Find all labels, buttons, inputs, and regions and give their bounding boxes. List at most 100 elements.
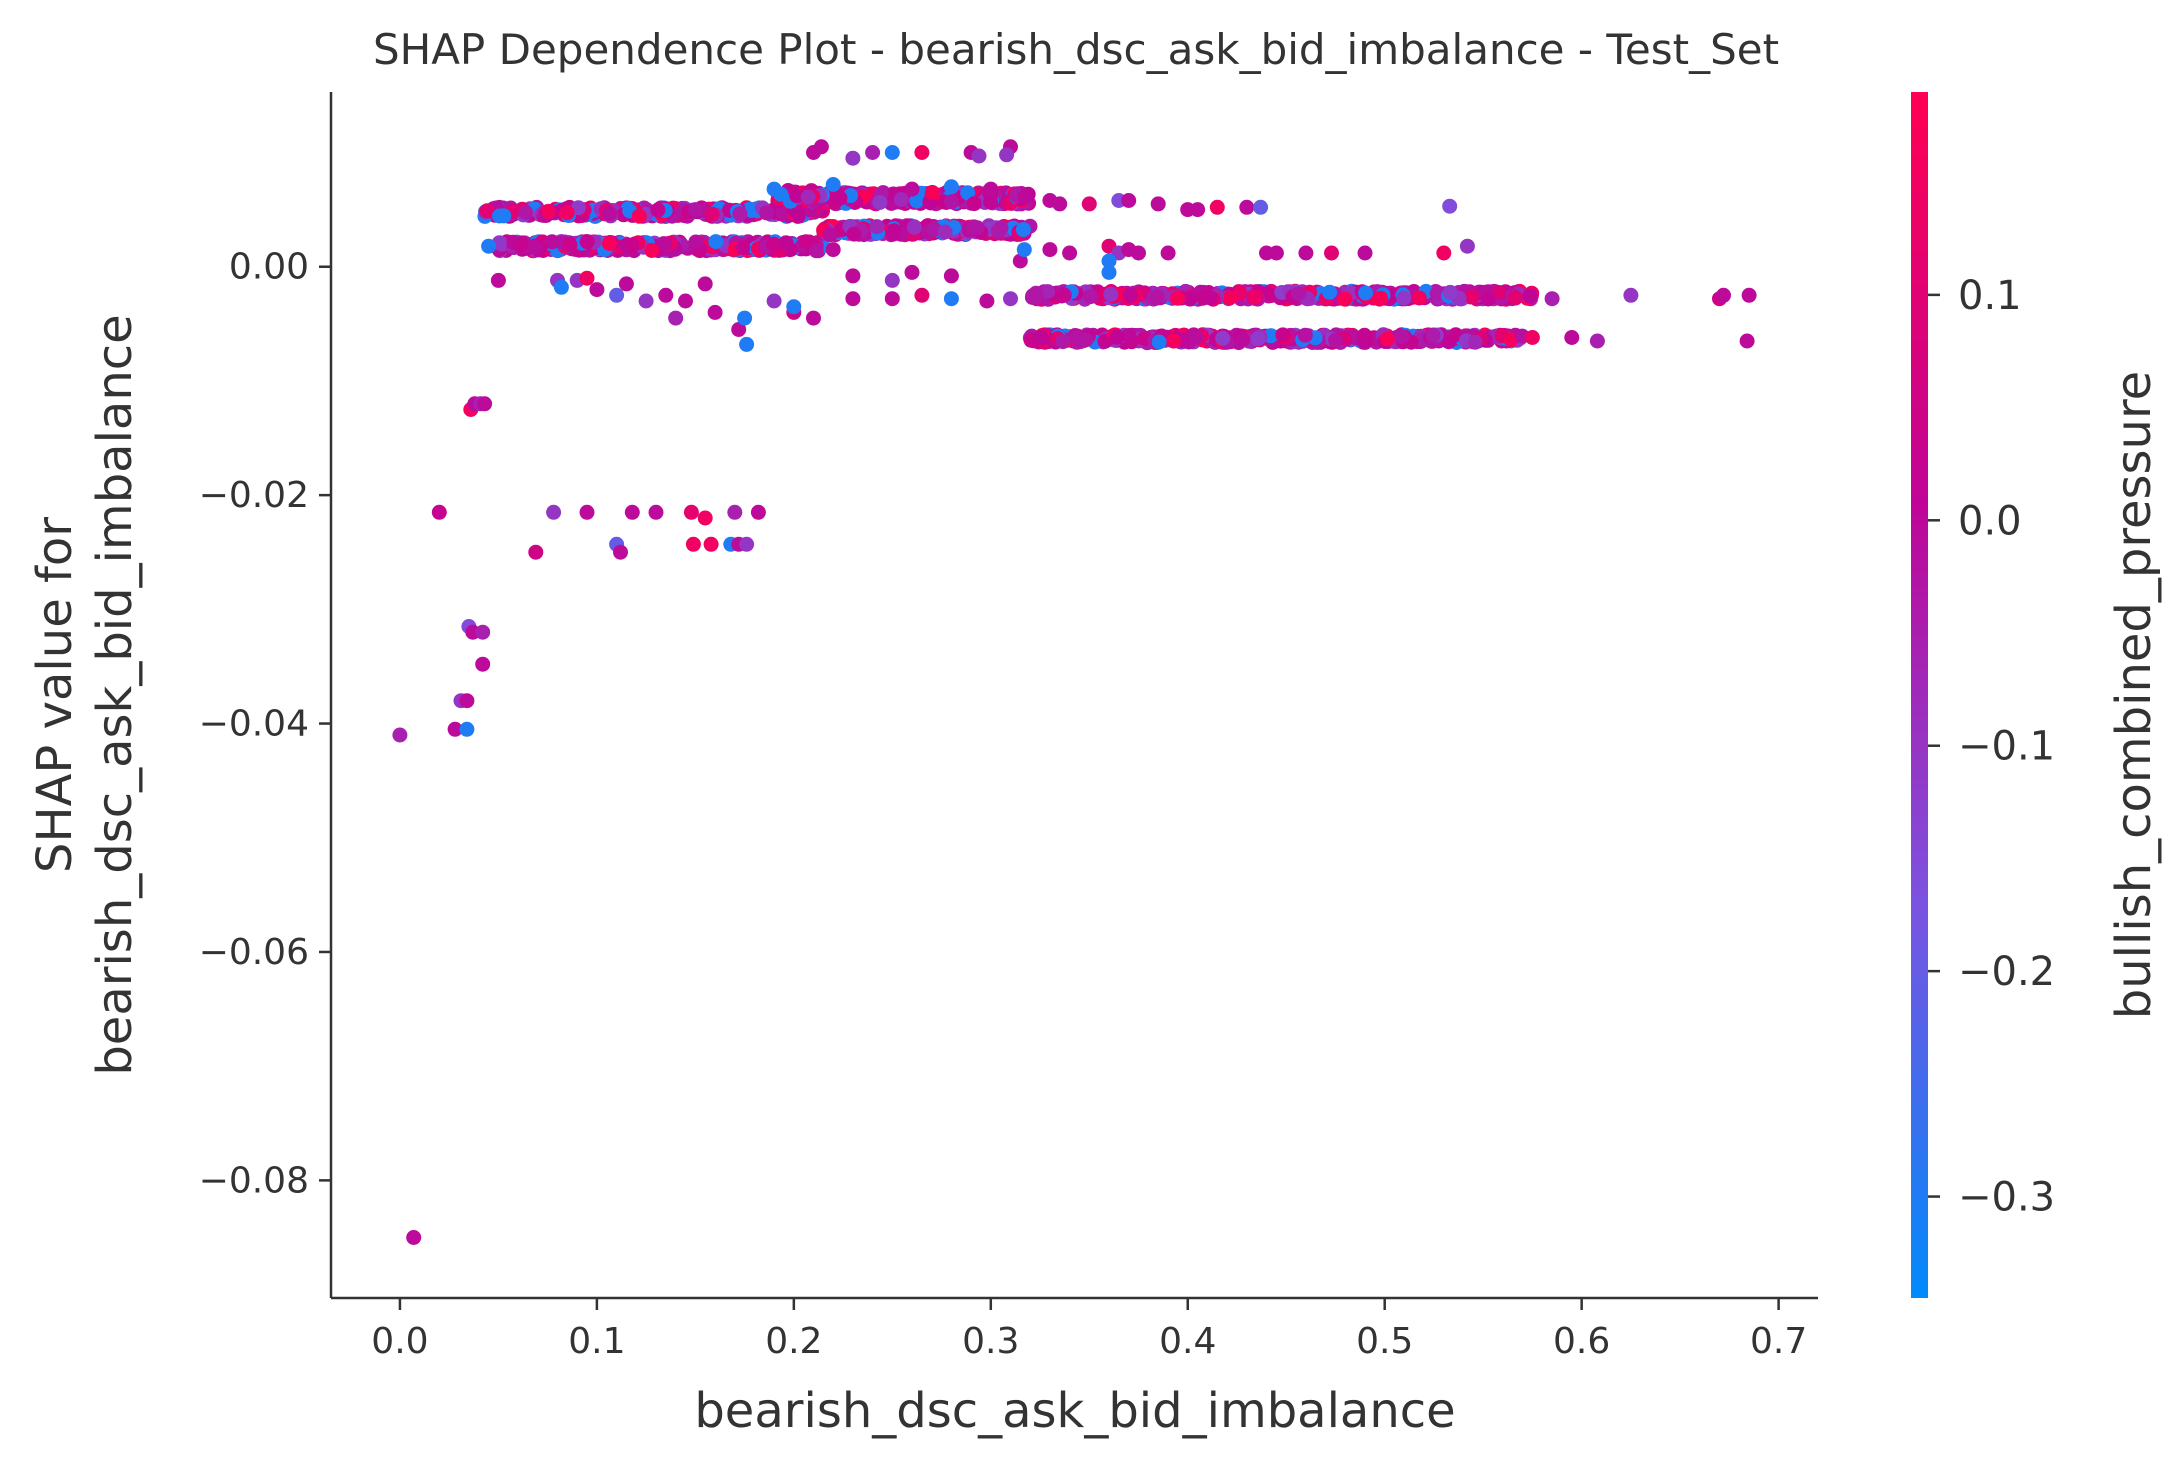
scatter-point bbox=[1170, 290, 1186, 306]
scatter-point bbox=[624, 504, 640, 520]
scatter-point bbox=[1160, 245, 1176, 261]
scatter-point bbox=[1429, 286, 1445, 301]
scatter-point bbox=[527, 239, 543, 255]
x-tick-label: 0.5 bbox=[1356, 1321, 1413, 1362]
scatter-point bbox=[1078, 332, 1094, 348]
scatter-point bbox=[739, 536, 755, 552]
scatter-point bbox=[1337, 291, 1353, 307]
scatter-point bbox=[727, 504, 743, 520]
scatter-point bbox=[688, 234, 704, 250]
scatter-point bbox=[559, 205, 575, 221]
scatter-point bbox=[1003, 291, 1018, 307]
scatter-point bbox=[924, 185, 940, 200]
scatter-point bbox=[1149, 289, 1165, 304]
scatter-point bbox=[1101, 253, 1117, 269]
scatter-point bbox=[943, 194, 959, 210]
scatter-point bbox=[579, 504, 595, 520]
scatter-point bbox=[1054, 288, 1070, 304]
scatter-point bbox=[914, 145, 930, 160]
scatter-point bbox=[1121, 328, 1137, 343]
scatter-point bbox=[459, 721, 475, 737]
scatter-point bbox=[459, 693, 475, 709]
scatter-point bbox=[731, 322, 747, 337]
scatter-point bbox=[845, 268, 861, 284]
scatter-point bbox=[971, 148, 987, 164]
scatter-point bbox=[766, 293, 782, 309]
scatter-point bbox=[1396, 290, 1412, 306]
scatter-point bbox=[490, 272, 506, 288]
scatter-point bbox=[732, 206, 748, 222]
scatter-point bbox=[786, 299, 802, 315]
scatter-point bbox=[1357, 327, 1372, 343]
scatter-point bbox=[481, 238, 497, 254]
scatter-point bbox=[1033, 329, 1049, 345]
y-tick-label: −0.08 bbox=[199, 1160, 309, 1201]
chart-title: SHAP Dependence Plot - bearish_dsc_ask_b… bbox=[373, 25, 1779, 74]
scatter-point bbox=[846, 226, 862, 242]
scatter-point bbox=[735, 240, 751, 256]
colorbar-ticks: 0.1 0.0 −0.1 −0.2 −0.3 bbox=[1928, 273, 2055, 1221]
scatter-point bbox=[737, 310, 753, 326]
scatter-point bbox=[1151, 334, 1167, 350]
scatter-point bbox=[1029, 289, 1044, 305]
scatter-point bbox=[1055, 334, 1071, 350]
y-tick-label: −0.06 bbox=[199, 932, 309, 973]
scatter-point bbox=[825, 242, 841, 258]
scatter-point bbox=[999, 147, 1015, 163]
scatter-point bbox=[518, 205, 534, 221]
y-tick-label: 0.00 bbox=[229, 247, 309, 288]
scatter-point bbox=[697, 276, 713, 292]
scatter-point bbox=[544, 234, 560, 250]
scatter-point bbox=[1109, 329, 1125, 345]
scatter-point bbox=[969, 220, 985, 236]
scatter-point bbox=[1083, 289, 1099, 305]
scatter-point bbox=[872, 194, 888, 210]
scatter-point bbox=[1589, 333, 1605, 349]
scatter-point bbox=[1253, 199, 1269, 215]
scatter-point bbox=[1459, 238, 1475, 254]
scatter-point bbox=[1250, 331, 1266, 347]
scatter-point bbox=[993, 220, 1009, 236]
scatter-point bbox=[893, 192, 909, 207]
scatter-point bbox=[1062, 245, 1078, 261]
scatter-point bbox=[1235, 332, 1251, 347]
scatter-point bbox=[431, 504, 447, 520]
scatter-point bbox=[707, 304, 723, 320]
y-axis-label-line-2: bearish_dsc_ask_bid_imbalance bbox=[87, 314, 143, 1075]
scatter-point bbox=[1464, 289, 1480, 305]
scatter-point bbox=[1101, 264, 1117, 280]
scatter-point bbox=[631, 208, 647, 224]
scatter-point bbox=[447, 721, 463, 737]
scatter-point bbox=[1716, 287, 1731, 303]
colorbar-tick-label: 0.1 bbox=[1958, 273, 2022, 319]
scatter-point bbox=[1190, 202, 1206, 218]
scatter-point bbox=[475, 624, 491, 640]
scatter-point bbox=[966, 196, 982, 212]
scatter-point bbox=[708, 234, 724, 250]
scatter-point bbox=[1394, 329, 1410, 344]
x-tick-label: 0.1 bbox=[568, 1321, 625, 1362]
scatter-point bbox=[1042, 242, 1058, 258]
scatter-point bbox=[1275, 327, 1291, 343]
scatter-point bbox=[658, 287, 674, 303]
scatter-point bbox=[648, 504, 664, 520]
x-ticks: 0.0 0.1 0.2 0.3 0.4 0.5 0.6 0.7 bbox=[371, 1298, 1807, 1362]
scatter-point bbox=[1215, 330, 1231, 346]
scatter-point bbox=[513, 236, 529, 252]
scatter-point bbox=[1328, 332, 1343, 348]
scatter-point bbox=[703, 536, 719, 552]
scatter-point bbox=[937, 224, 953, 240]
x-tick-label: 0.0 bbox=[371, 1321, 428, 1362]
scatter-point bbox=[806, 310, 821, 326]
scatter-point bbox=[1544, 291, 1560, 307]
scatter-point bbox=[1131, 245, 1146, 261]
scatter-point bbox=[822, 227, 838, 243]
scatter-point bbox=[845, 291, 861, 307]
scatter-point bbox=[904, 181, 920, 197]
scatter-point bbox=[1015, 222, 1031, 238]
scatter-point bbox=[1017, 189, 1033, 205]
scatter-point bbox=[750, 504, 766, 520]
scatter-point bbox=[808, 243, 824, 259]
scatter-point bbox=[1188, 329, 1204, 345]
scatter-point bbox=[960, 185, 976, 201]
